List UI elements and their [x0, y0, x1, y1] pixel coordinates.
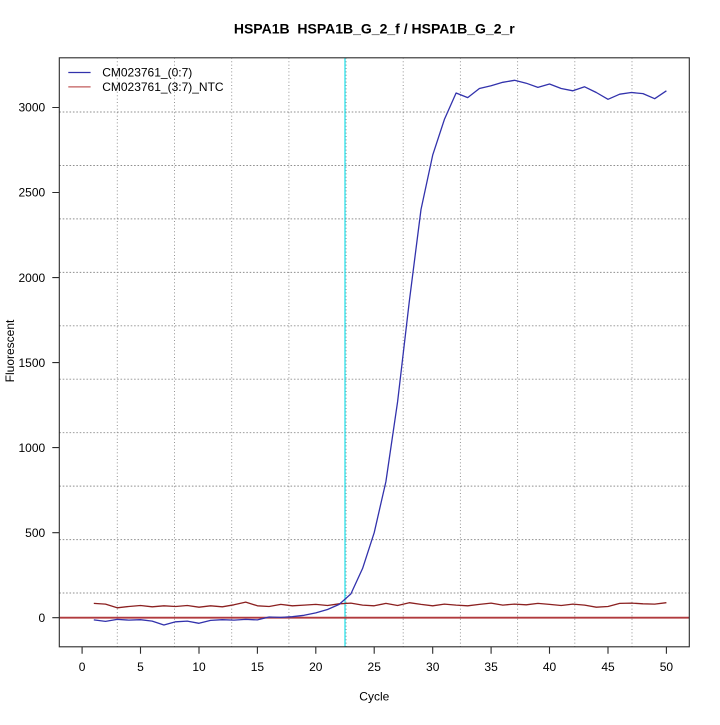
svg-text:5: 5 — [137, 660, 144, 674]
svg-text:50: 50 — [660, 660, 674, 674]
svg-text:30: 30 — [426, 660, 440, 674]
svg-text:CM023761_(0:7): CM023761_(0:7) — [102, 66, 192, 80]
svg-text:45: 45 — [601, 660, 615, 674]
svg-text:2500: 2500 — [18, 186, 45, 200]
svg-text:25: 25 — [368, 660, 382, 674]
svg-text:Cycle: Cycle — [359, 690, 389, 704]
svg-text:3000: 3000 — [18, 101, 45, 115]
svg-text:1500: 1500 — [18, 356, 45, 370]
svg-text:0: 0 — [39, 611, 46, 625]
svg-text:CM023761_(3:7)_NTC: CM023761_(3:7)_NTC — [102, 80, 224, 94]
svg-text:40: 40 — [543, 660, 557, 674]
svg-text:HSPA1B HSPA1B_G_2_f / HSPA1B_: HSPA1B HSPA1B_G_2_f / HSPA1B_G_2_r — [234, 21, 515, 37]
svg-text:0: 0 — [79, 660, 86, 674]
svg-text:1000: 1000 — [18, 441, 45, 455]
svg-text:Fluorescent: Fluorescent — [3, 319, 17, 382]
svg-text:2000: 2000 — [18, 271, 45, 285]
svg-text:10: 10 — [192, 660, 206, 674]
svg-text:15: 15 — [251, 660, 265, 674]
svg-text:20: 20 — [309, 660, 323, 674]
svg-text:35: 35 — [484, 660, 498, 674]
svg-text:500: 500 — [25, 526, 45, 540]
